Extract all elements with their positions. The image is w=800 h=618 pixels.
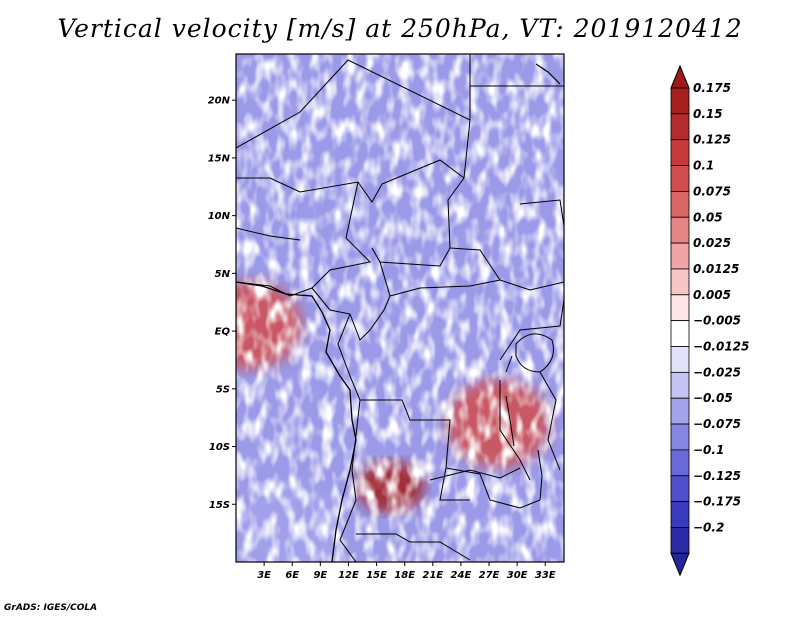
colorbar-top-arrow xyxy=(670,64,690,89)
colorbar-swatch xyxy=(670,268,690,296)
colorbar-label: 0.0125 xyxy=(693,262,739,276)
y-tick-label: 5N xyxy=(215,269,231,280)
colorbar-label: 0.15 xyxy=(693,107,723,121)
plot-frame xyxy=(235,53,565,563)
software-credit: GrADS: IGES/COLA xyxy=(4,603,98,613)
colorbar-swatch xyxy=(670,165,690,192)
colorbar-swatch xyxy=(670,501,690,528)
y-tick-label: 5S xyxy=(216,384,230,395)
colorbar-swatch xyxy=(670,320,690,347)
colorbar-label: 0.175 xyxy=(693,81,731,95)
coastline xyxy=(236,281,357,562)
colorbar-label: −0.175 xyxy=(693,495,741,509)
colorbar-swatch xyxy=(670,190,690,218)
colorbar-swatch xyxy=(670,87,690,115)
colorbar-label: 0.1 xyxy=(693,159,714,173)
colorbar-swatch xyxy=(670,294,690,322)
x-tick-label: 21E xyxy=(422,570,443,581)
colorbar-swatch xyxy=(670,449,690,477)
y-tick-label: 10N xyxy=(208,211,231,222)
y-tick-label: 15S xyxy=(209,500,230,511)
colorbar-swatch xyxy=(670,139,690,166)
colorbar-label: −0.025 xyxy=(693,365,741,379)
y-tick-label: 20N xyxy=(208,96,231,107)
colorbar-label: −0.125 xyxy=(693,469,741,483)
east-coastline xyxy=(535,63,561,85)
y-axis: 20N 15N 10N 5N EQ 5S 10S 15S xyxy=(208,96,236,511)
colorbar: 0.175 0.15 0.125 0.1 0.075 0.05 0.025 0.0125 0.0… xyxy=(670,64,749,577)
y-tick-label: EQ xyxy=(215,327,231,338)
x-axis: 3E 6E 9E 12E 15E 18E 21E 24E 27E 30E 33E xyxy=(257,562,556,581)
field-texture xyxy=(236,54,564,562)
colorbar-swatch xyxy=(670,423,690,451)
colorbar-label: −0.2 xyxy=(693,520,724,534)
x-tick-label: 24E xyxy=(451,570,472,581)
x-tick-label: 6E xyxy=(285,570,299,581)
colorbar-label: −0.075 xyxy=(693,417,741,431)
y-tick-label: 10S xyxy=(209,442,230,453)
colorbar-swatch xyxy=(670,371,690,399)
x-tick-label: 33E xyxy=(535,570,556,581)
colorbar-label: 0.05 xyxy=(693,210,723,224)
colorbar-swatch xyxy=(670,216,690,244)
colorbar-swatch xyxy=(670,475,690,503)
colorbar-label: −0.05 xyxy=(693,391,733,405)
colorbar-swatch xyxy=(670,397,690,425)
colorbar-label: 0.075 xyxy=(693,184,731,198)
colorbar-label: −0.0125 xyxy=(693,340,749,354)
colorbar-swatch xyxy=(670,527,690,554)
colorbar-label: −0.1 xyxy=(693,443,724,457)
colorbar-label: 0.025 xyxy=(693,236,731,250)
x-tick-label: 9E xyxy=(313,570,327,581)
x-tick-label: 18E xyxy=(394,570,415,581)
x-tick-label: 12E xyxy=(338,570,359,581)
colorbar-bottom-arrow xyxy=(670,552,690,577)
colorbar-label: 0.125 xyxy=(693,133,731,147)
x-tick-label: 15E xyxy=(366,570,387,581)
x-tick-label: 3E xyxy=(257,570,271,581)
country-borders xyxy=(236,54,564,562)
plot-area xyxy=(235,53,565,563)
chart-title: Vertical velocity [m/s] at 250hPa, VT: 2… xyxy=(57,14,743,43)
lakes xyxy=(505,333,554,501)
colorbar-swatch xyxy=(670,113,690,141)
colorbar-label: 0.005 xyxy=(693,288,731,302)
colorbar-swatch xyxy=(670,242,690,270)
x-tick-label: 27E xyxy=(479,570,500,581)
x-tick-label: 30E xyxy=(507,570,528,581)
colorbar-label: −0.005 xyxy=(693,314,741,328)
colorbar-swatch xyxy=(670,346,690,373)
y-tick-label: 15N xyxy=(208,153,231,164)
